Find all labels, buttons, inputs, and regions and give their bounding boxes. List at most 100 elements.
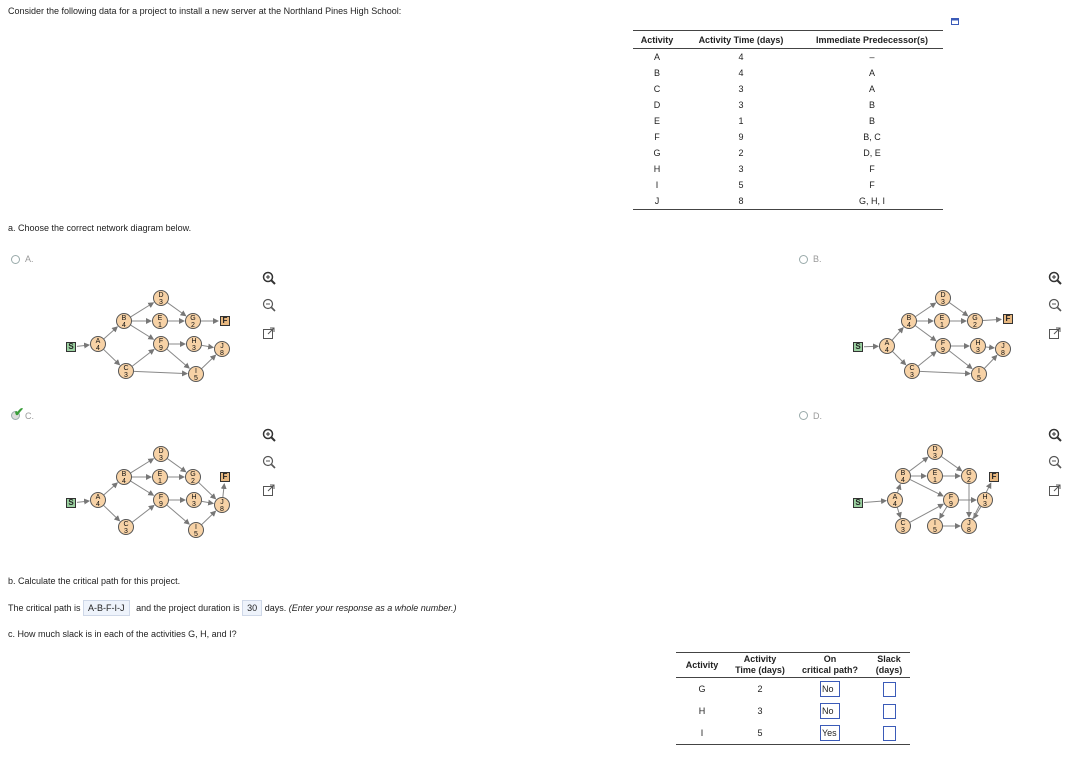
node-duration: 2 bbox=[967, 477, 971, 484]
node-label: I bbox=[195, 368, 197, 375]
option-d-radio[interactable] bbox=[799, 411, 808, 420]
slack-input[interactable] bbox=[882, 681, 896, 697]
predecessor-cell: A bbox=[868, 68, 875, 78]
node-duration: 3 bbox=[124, 528, 128, 535]
option-a-radio[interactable] bbox=[11, 255, 20, 264]
node-label: G bbox=[966, 470, 972, 477]
node-label: J bbox=[220, 343, 224, 350]
zoom-in-icon[interactable] bbox=[262, 271, 278, 287]
node-label: D bbox=[158, 292, 164, 299]
node-duration: 1 bbox=[940, 322, 944, 329]
zoom-out-icon[interactable] bbox=[262, 298, 278, 314]
predecessor-cell: B bbox=[868, 100, 875, 110]
minimize-icon[interactable] bbox=[951, 18, 959, 26]
node-label: A bbox=[892, 494, 898, 501]
predecessor-cell: A bbox=[868, 84, 875, 94]
diagram-edges bbox=[863, 302, 1003, 377]
activity-table: Activity Activity Time (days) Immediate … bbox=[633, 30, 943, 210]
node-duration: 8 bbox=[1001, 350, 1005, 357]
table-row: C 3 A bbox=[633, 81, 943, 97]
zoom-in-icon[interactable] bbox=[1048, 271, 1064, 287]
node-duration: 4 bbox=[96, 501, 100, 508]
slack-row: H 3 No bbox=[676, 700, 910, 722]
edge-S-A bbox=[76, 342, 91, 349]
slack-critical-cell: No bbox=[792, 700, 868, 722]
node-duration: 3 bbox=[901, 527, 905, 534]
duration-answer[interactable]: 30 bbox=[242, 600, 263, 616]
slack-col-activity: Activity bbox=[676, 652, 728, 678]
critical-answer[interactable]: No bbox=[820, 681, 840, 697]
popout-icon[interactable] bbox=[1048, 326, 1064, 342]
finish-node: F bbox=[1003, 314, 1013, 324]
popout-icon[interactable] bbox=[262, 483, 278, 499]
node-duration: 4 bbox=[122, 478, 126, 485]
slack-input[interactable] bbox=[882, 703, 896, 719]
node-label: G bbox=[972, 315, 978, 322]
part-a-question: a. Choose the correct network diagram be… bbox=[8, 223, 192, 233]
node-duration: 3 bbox=[192, 345, 196, 352]
zoom-out-icon[interactable] bbox=[1048, 455, 1064, 471]
option-b-radio[interactable] bbox=[799, 255, 808, 264]
node-duration: 3 bbox=[983, 501, 987, 508]
table-row: H 3 F bbox=[633, 161, 943, 177]
edge-H-J bbox=[985, 344, 996, 351]
edge-D-G bbox=[167, 458, 187, 473]
node-label: B bbox=[900, 470, 906, 477]
option-c-radio[interactable] bbox=[11, 411, 20, 420]
slack-header-critical-2: critical path? bbox=[801, 665, 858, 675]
predecessor-cell: F bbox=[869, 164, 875, 174]
critical-answer[interactable]: No bbox=[820, 703, 840, 719]
critical-answer[interactable]: Yes bbox=[820, 725, 840, 741]
node-label: C bbox=[909, 365, 915, 372]
node-label: H bbox=[191, 338, 197, 345]
slack-input[interactable] bbox=[882, 725, 896, 741]
edge-D-G bbox=[949, 302, 969, 317]
node-duration: 8 bbox=[220, 506, 224, 513]
table-row: A 4 – bbox=[633, 49, 943, 66]
zoom-out-icon[interactable] bbox=[262, 455, 278, 471]
critical-path-answer[interactable]: A-B-F-I-J bbox=[83, 600, 130, 616]
node-label: G bbox=[190, 315, 196, 322]
zoom-in-icon[interactable] bbox=[1048, 428, 1064, 444]
node-duration: 4 bbox=[901, 477, 905, 484]
node-label: J bbox=[220, 499, 224, 506]
zoom-out-icon[interactable] bbox=[1048, 298, 1064, 314]
slack-header-time-1: Activity bbox=[743, 654, 777, 664]
node-label: C bbox=[900, 520, 906, 527]
activity-cell: H bbox=[653, 164, 661, 174]
predecessor-cell: D, E bbox=[863, 148, 881, 158]
node-label: I bbox=[978, 368, 980, 375]
slack-value-cell bbox=[868, 722, 910, 745]
node-label: D bbox=[940, 292, 946, 299]
popout-icon[interactable] bbox=[1048, 483, 1064, 499]
zoom-in-icon[interactable] bbox=[262, 428, 278, 444]
edge-B-D bbox=[909, 456, 929, 472]
activity-cell: I bbox=[655, 180, 659, 190]
slack-table: Activity Activity Time (days) On critical … bbox=[676, 652, 910, 745]
time-cell: 8 bbox=[681, 193, 801, 210]
edge-B-F bbox=[909, 479, 944, 497]
node-duration: 1 bbox=[158, 322, 162, 329]
popout-icon[interactable] bbox=[262, 326, 278, 342]
predecessor-cell: – bbox=[869, 52, 875, 62]
time-cell: 3 bbox=[738, 164, 744, 174]
predecessor-cell: B, C bbox=[863, 132, 881, 142]
node-label: F bbox=[948, 494, 954, 501]
edge-S-A bbox=[76, 498, 91, 505]
start-node: S bbox=[853, 342, 863, 352]
node-label: A bbox=[95, 338, 101, 345]
activity-cell: G bbox=[653, 148, 661, 158]
